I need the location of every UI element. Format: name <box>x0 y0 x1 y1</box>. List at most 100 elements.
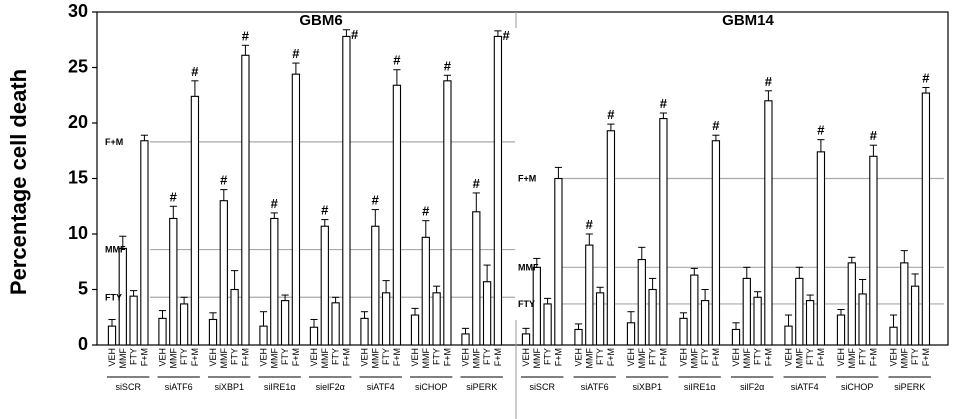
condition-label: F+M <box>190 348 200 366</box>
bar <box>107 325 117 346</box>
bar <box>208 318 218 346</box>
significance-marker: # <box>607 107 615 122</box>
bar <box>443 80 452 346</box>
bar <box>554 177 563 346</box>
bar <box>129 295 138 346</box>
group-label: siATF4 <box>367 382 395 392</box>
bar <box>219 200 228 346</box>
significance-marker: # <box>586 217 594 232</box>
group-label: siATF4 <box>791 382 819 392</box>
bar <box>259 325 268 346</box>
panel-title: GBM14 <box>722 12 774 29</box>
condition-label: MMF <box>320 348 330 369</box>
bar <box>158 317 167 346</box>
bar <box>816 151 826 346</box>
condition-label: VEH <box>784 348 794 367</box>
condition-label: FTY <box>753 348 763 365</box>
bar <box>626 322 636 346</box>
condition-label: MMF <box>584 348 594 369</box>
bar <box>230 288 239 346</box>
condition-label: MMF <box>421 348 431 369</box>
bar <box>753 296 762 346</box>
condition-label: VEH <box>107 348 117 367</box>
y-tick-label: 0 <box>78 334 88 354</box>
condition-label: FTY <box>381 348 391 365</box>
bar <box>421 236 430 346</box>
bar <box>659 118 668 346</box>
significance-marker: # <box>191 64 199 79</box>
significance-marker: # <box>503 28 511 43</box>
bar <box>921 92 931 346</box>
reference-line-label: F+M <box>518 174 536 184</box>
significance-marker: # <box>765 74 773 89</box>
significance-marker: # <box>393 53 401 68</box>
bar <box>342 35 351 346</box>
condition-label: FTY <box>331 348 341 365</box>
bar <box>241 54 250 346</box>
condition-label: FTY <box>179 348 189 365</box>
condition-label: MMF <box>742 348 752 369</box>
condition-label: FTY <box>805 348 815 365</box>
bar <box>169 217 178 346</box>
bar <box>910 285 920 346</box>
bar <box>795 277 804 346</box>
bar <box>711 140 721 346</box>
significance-marker: # <box>817 123 825 138</box>
bar <box>371 225 380 346</box>
significance-marker: # <box>271 196 279 211</box>
significance-marker: # <box>242 28 250 43</box>
condition-label: F+M <box>139 348 149 366</box>
significance-marker: # <box>170 189 178 204</box>
significance-marker: # <box>372 193 380 208</box>
condition-label: FTY <box>910 348 920 365</box>
bar <box>648 288 657 346</box>
condition-label: MMF <box>899 348 909 369</box>
condition-label: MMF <box>689 348 699 369</box>
group-label: siPERK <box>466 382 497 392</box>
reference-line-label: MMF <box>105 245 126 255</box>
y-tick-label: 10 <box>68 223 88 243</box>
bar <box>270 217 279 346</box>
reference-line-label: F+M <box>105 137 123 147</box>
condition-label: VEH <box>836 348 846 367</box>
group-label: siIRE1α <box>684 382 716 392</box>
reference-line-label: FTY <box>105 292 122 302</box>
condition-label: VEH <box>208 348 218 367</box>
y-tick-label: 30 <box>68 1 88 21</box>
bar <box>889 326 898 346</box>
condition-label: VEH <box>731 348 741 367</box>
condition-label: FTY <box>432 348 442 365</box>
condition-label: F+M <box>816 348 826 366</box>
condition-label: MMF <box>637 348 647 369</box>
significance-marker: # <box>321 203 329 218</box>
condition-label: VEH <box>679 348 689 367</box>
reference-line-label: MMF <box>518 262 539 272</box>
reference-line-label: FTY <box>518 299 535 309</box>
condition-label: FTY <box>700 348 710 365</box>
bar <box>521 333 531 346</box>
condition-label: MMF <box>370 348 380 369</box>
y-tick-label: 15 <box>68 167 88 187</box>
condition-label: VEH <box>158 348 168 367</box>
bar <box>461 333 470 346</box>
y-tick-label: 25 <box>68 56 88 76</box>
condition-label: F+M <box>606 348 616 366</box>
panel-title: GBM6 <box>299 12 342 29</box>
bar <box>836 314 846 346</box>
condition-label: MMF <box>118 348 128 369</box>
bar <box>847 262 856 346</box>
bar <box>858 293 867 346</box>
group-label: siSCR <box>529 382 555 392</box>
bar <box>900 262 909 346</box>
condition-label: FTY <box>648 348 658 365</box>
group-label: siCHOP <box>841 382 874 392</box>
condition-label: MMF <box>532 348 542 369</box>
condition-label: F+M <box>711 348 721 366</box>
group-label: siATF6 <box>165 382 193 392</box>
condition-label: FTY <box>482 348 492 365</box>
group-label: siATF6 <box>581 382 609 392</box>
group-label: siXBP1 <box>214 382 244 392</box>
significance-marker: # <box>422 204 430 219</box>
condition-label: MMF <box>219 348 229 369</box>
